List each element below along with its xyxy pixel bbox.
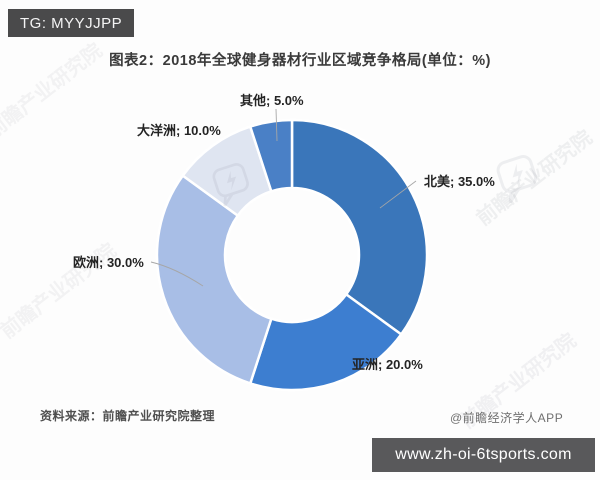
leader-line-europe bbox=[150, 261, 204, 287]
donut-slices bbox=[155, 118, 429, 392]
leader-line-north-america bbox=[379, 180, 417, 209]
tg-tag-banner: TG: MYYJJPP bbox=[8, 9, 135, 37]
donut-slice-north-america bbox=[290, 118, 429, 336]
brand-note: @前瞻经济学人APP bbox=[450, 411, 564, 425]
tg-tag-label: TG: MYYJJPP bbox=[20, 14, 123, 32]
source-note: 资料来源：前瞻产业研究院整理 bbox=[40, 409, 216, 423]
leader-lines bbox=[150, 108, 417, 287]
donut-slice-europe bbox=[155, 174, 273, 385]
url-text: www.zh-oi-6tsports.com bbox=[395, 446, 572, 463]
slice-label-north-america: 北美; 35.0% bbox=[424, 174, 495, 189]
donut-slice-asia bbox=[249, 293, 403, 392]
qianzhan-bubble-logo-icon bbox=[496, 155, 538, 204]
slice-label-oceania: 大洋洲; 10.0% bbox=[137, 123, 221, 138]
url-banner: www.zh-oi-6tsports.com bbox=[372, 438, 595, 472]
donut-slice-others bbox=[249, 118, 294, 193]
slice-label-europe: 欧洲; 30.0% bbox=[73, 255, 144, 270]
slice-label-asia: 亚洲; 20.0% bbox=[352, 357, 423, 372]
slice-label-others: 其他; 5.0% bbox=[240, 93, 304, 108]
chart-title: 图表2：2018年全球健身器材行业区域竞争格局(单位：%) bbox=[109, 53, 491, 69]
leader-line-others bbox=[275, 108, 278, 142]
